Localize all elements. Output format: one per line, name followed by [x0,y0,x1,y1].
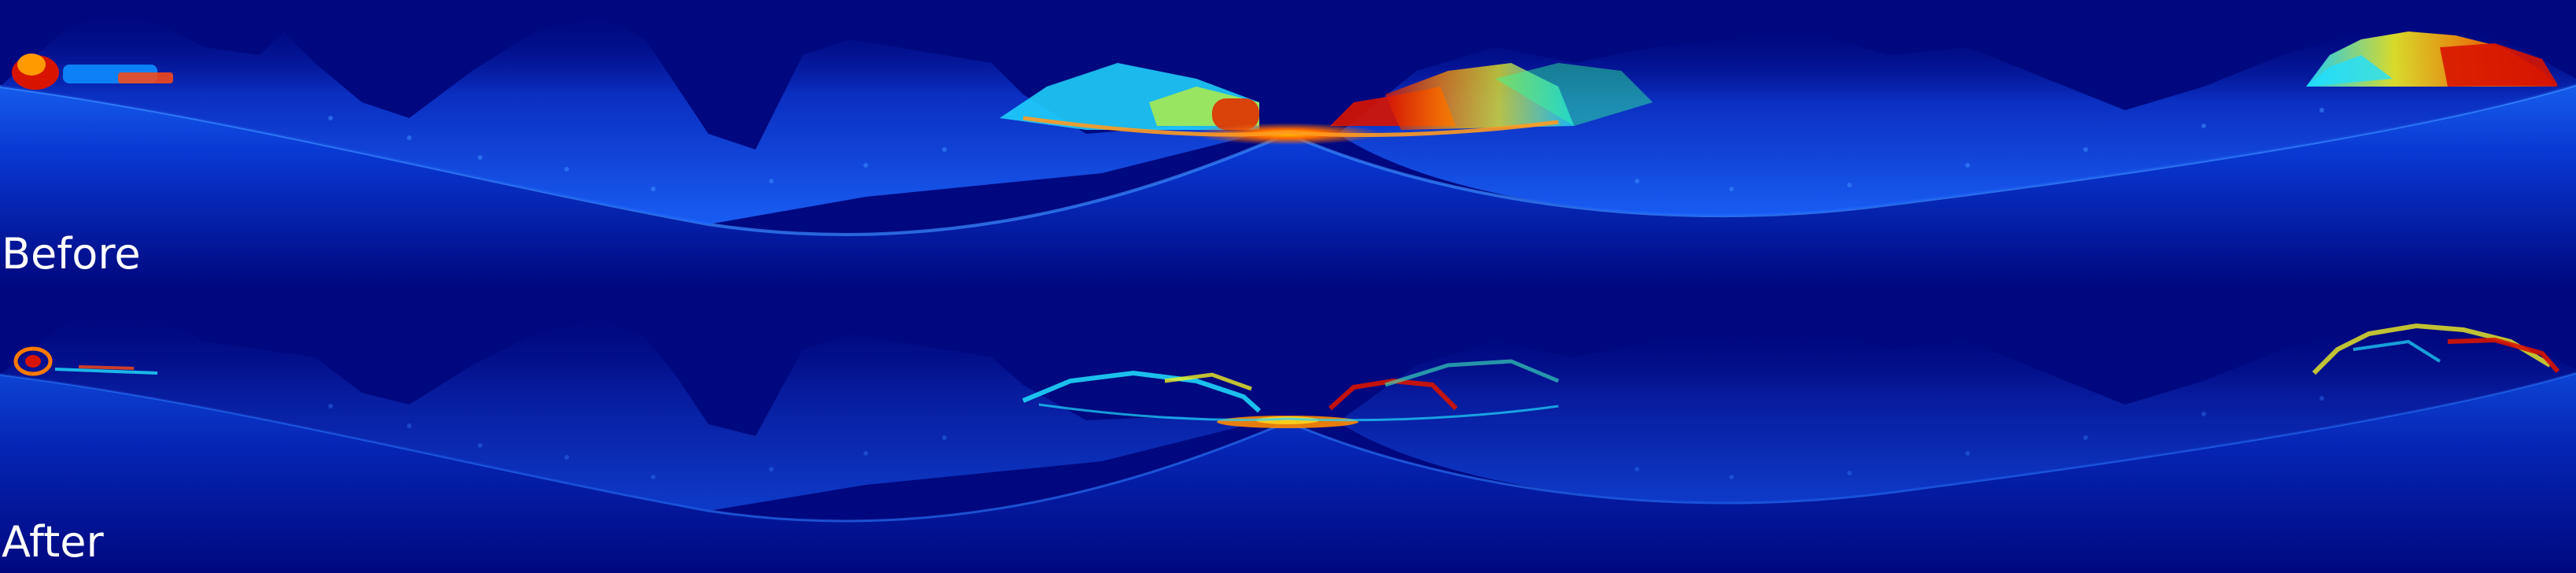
before-panel: Before [0,0,2576,286]
after-caption: After [2,517,104,567]
right-vegetation [1338,24,2576,216]
left-vegetation-after [0,306,1259,511]
before-pointcloud [0,8,2576,286]
left-vegetation [0,8,1259,224]
after-pointcloud [0,306,2576,573]
before-caption: Before [2,229,141,279]
ground-surface-after [0,373,2576,573]
ground-surface [0,85,2576,286]
right-vegetation-after [1338,322,2576,503]
after-panel: After [0,286,2576,573]
